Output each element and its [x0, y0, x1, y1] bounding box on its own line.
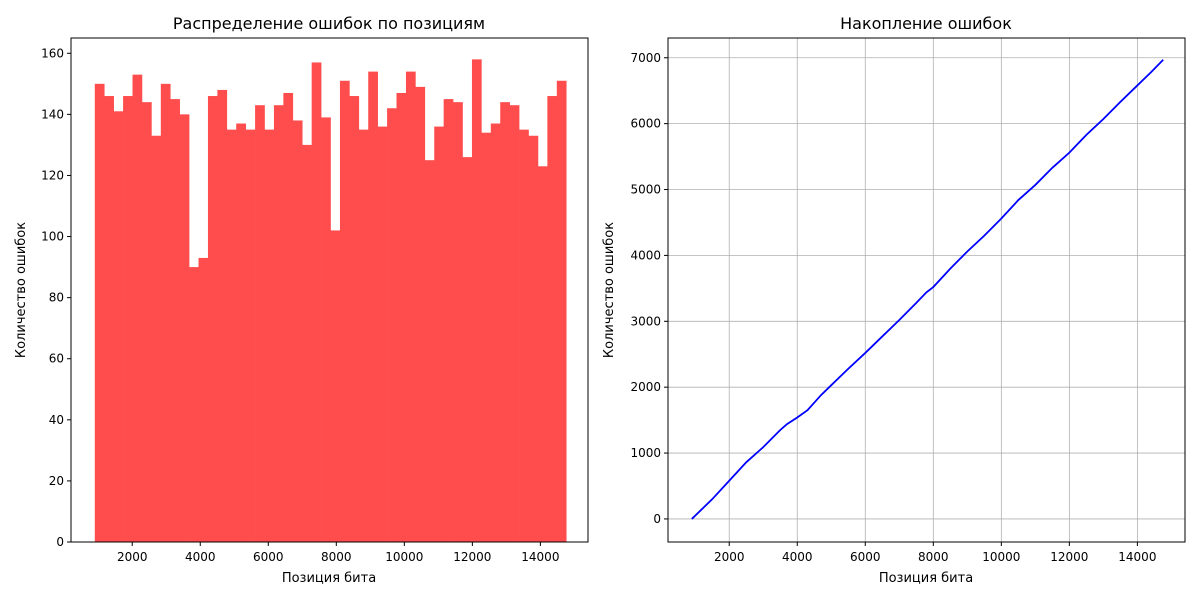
histogram-bar: [349, 96, 360, 542]
histogram-bar: [453, 102, 463, 543]
histogram-bar: [302, 144, 312, 542]
histogram-bar: [189, 267, 199, 542]
histogram-title: Распределение ошибок по позициям: [173, 14, 485, 33]
cumulative-grid: [668, 38, 1185, 542]
histogram-bar: [217, 89, 228, 542]
histogram-bar: [207, 96, 218, 542]
x-tick-label: 4000: [782, 550, 813, 564]
histogram-bar: [160, 83, 171, 543]
y-tick-label: 0: [56, 535, 64, 549]
histogram-bar: [358, 129, 369, 543]
histogram-bar: [387, 108, 397, 542]
x-tick-label: 14000: [1118, 550, 1156, 564]
histogram-bar: [170, 99, 180, 542]
y-tick-label: 140: [41, 107, 64, 121]
cumulative-y-ticks: 0 1000 2000 3000 4000 5000 6000 7000: [630, 51, 668, 526]
histogram-bar: [490, 123, 501, 542]
histogram-bar: [443, 99, 454, 542]
histogram-bar: [471, 59, 482, 543]
x-tick-label: 12000: [1050, 550, 1088, 564]
histogram-bar: [424, 160, 435, 542]
histogram-bar: [141, 102, 152, 543]
histogram-bar: [434, 126, 444, 542]
y-tick-label: 20: [49, 474, 64, 488]
histogram-bar: [151, 135, 162, 542]
histogram-bar: [537, 166, 548, 543]
cumulative-title: Накопление ошибок: [840, 14, 1012, 33]
histogram-bar: [236, 123, 246, 542]
histogram-bar: [245, 129, 256, 543]
histogram-chart: Распределение ошибок по позициям 2000 400…: [14, 14, 589, 586]
histogram-bar: [273, 105, 284, 542]
y-tick-label: 60: [49, 352, 64, 366]
histogram-bar: [283, 92, 294, 543]
histogram-x-axis-label: Позиция бита: [282, 571, 376, 586]
histogram-bar: [292, 120, 303, 543]
histogram-bar: [556, 80, 567, 542]
histogram-bar: [339, 80, 350, 542]
histogram-bar: [368, 71, 378, 542]
histogram-bar: [104, 96, 114, 542]
y-tick-label: 5000: [630, 183, 661, 197]
histogram-bar: [519, 129, 529, 543]
histogram-bar: [113, 111, 124, 543]
x-tick-label: 2000: [714, 550, 745, 564]
cumulative-x-axis-label: Позиция бита: [879, 571, 973, 586]
cumulative-line: [691, 59, 1164, 520]
histogram-bar: [311, 62, 322, 542]
histogram-bar: [94, 83, 105, 543]
histogram-bar: [528, 135, 539, 542]
y-tick-label: 6000: [630, 117, 661, 131]
y-tick-label: 3000: [630, 314, 661, 328]
histogram-bar: [226, 129, 237, 543]
y-tick-label: 7000: [630, 51, 661, 65]
histogram-bar: [405, 71, 416, 542]
histogram-bar: [123, 96, 133, 542]
histogram-bar: [481, 132, 492, 542]
histogram-bar: [179, 114, 190, 542]
x-tick-label: 14000: [521, 550, 559, 564]
x-tick-label: 4000: [185, 550, 216, 564]
histogram-y-axis-label: Количество ошибок: [14, 222, 29, 358]
histogram-bar: [255, 105, 265, 542]
y-tick-label: 160: [41, 46, 64, 60]
histogram-bar: [396, 92, 407, 543]
histogram-bar: [321, 117, 331, 542]
histogram-plot-frame: [70, 37, 589, 543]
y-tick-label: 100: [41, 230, 64, 244]
x-tick-label: 2000: [117, 550, 148, 564]
y-tick-label: 120: [41, 168, 64, 182]
y-tick-label: 0: [653, 512, 661, 526]
histogram-bar: [264, 129, 275, 543]
x-tick-label: 8000: [918, 550, 949, 564]
cumulative-chart: Накопление ошибок 2000 4000 6000 8000 10000 1…: [602, 14, 1186, 586]
y-tick-label: 40: [49, 413, 64, 427]
x-tick-label: 8000: [321, 550, 352, 564]
histogram-bar: [462, 157, 473, 543]
histogram-bar: [198, 257, 209, 542]
cumulative-y-axis-label: Количество ошибок: [602, 222, 617, 358]
histogram-bar: [547, 96, 558, 542]
y-tick-label: 1000: [630, 446, 661, 460]
histogram-y-ticks: 0 20 40 60 80 100 120 140 160: [41, 46, 71, 549]
histogram-bar: [132, 74, 143, 543]
histogram-bar: [377, 126, 388, 542]
histogram-bars: [94, 59, 567, 543]
cumulative-plot-frame: [667, 37, 1186, 543]
x-tick-label: 6000: [253, 550, 284, 564]
x-tick-label: 12000: [453, 550, 491, 564]
histogram-bar: [415, 86, 426, 542]
x-tick-label: 10000: [385, 550, 423, 564]
cumulative-x-ticks: 2000 4000 6000 8000 10000 12000 14000: [714, 542, 1156, 564]
y-tick-label: 2000: [630, 380, 661, 394]
y-tick-label: 80: [49, 291, 64, 305]
histogram-bar: [500, 102, 510, 543]
histogram-bar: [330, 230, 341, 542]
x-tick-label: 10000: [982, 550, 1020, 564]
y-tick-label: 4000: [630, 248, 661, 262]
histogram-x-ticks: 2000 4000 6000 8000 10000 12000 14000: [117, 542, 559, 564]
x-tick-label: 6000: [850, 550, 881, 564]
histogram-bar: [509, 105, 520, 542]
